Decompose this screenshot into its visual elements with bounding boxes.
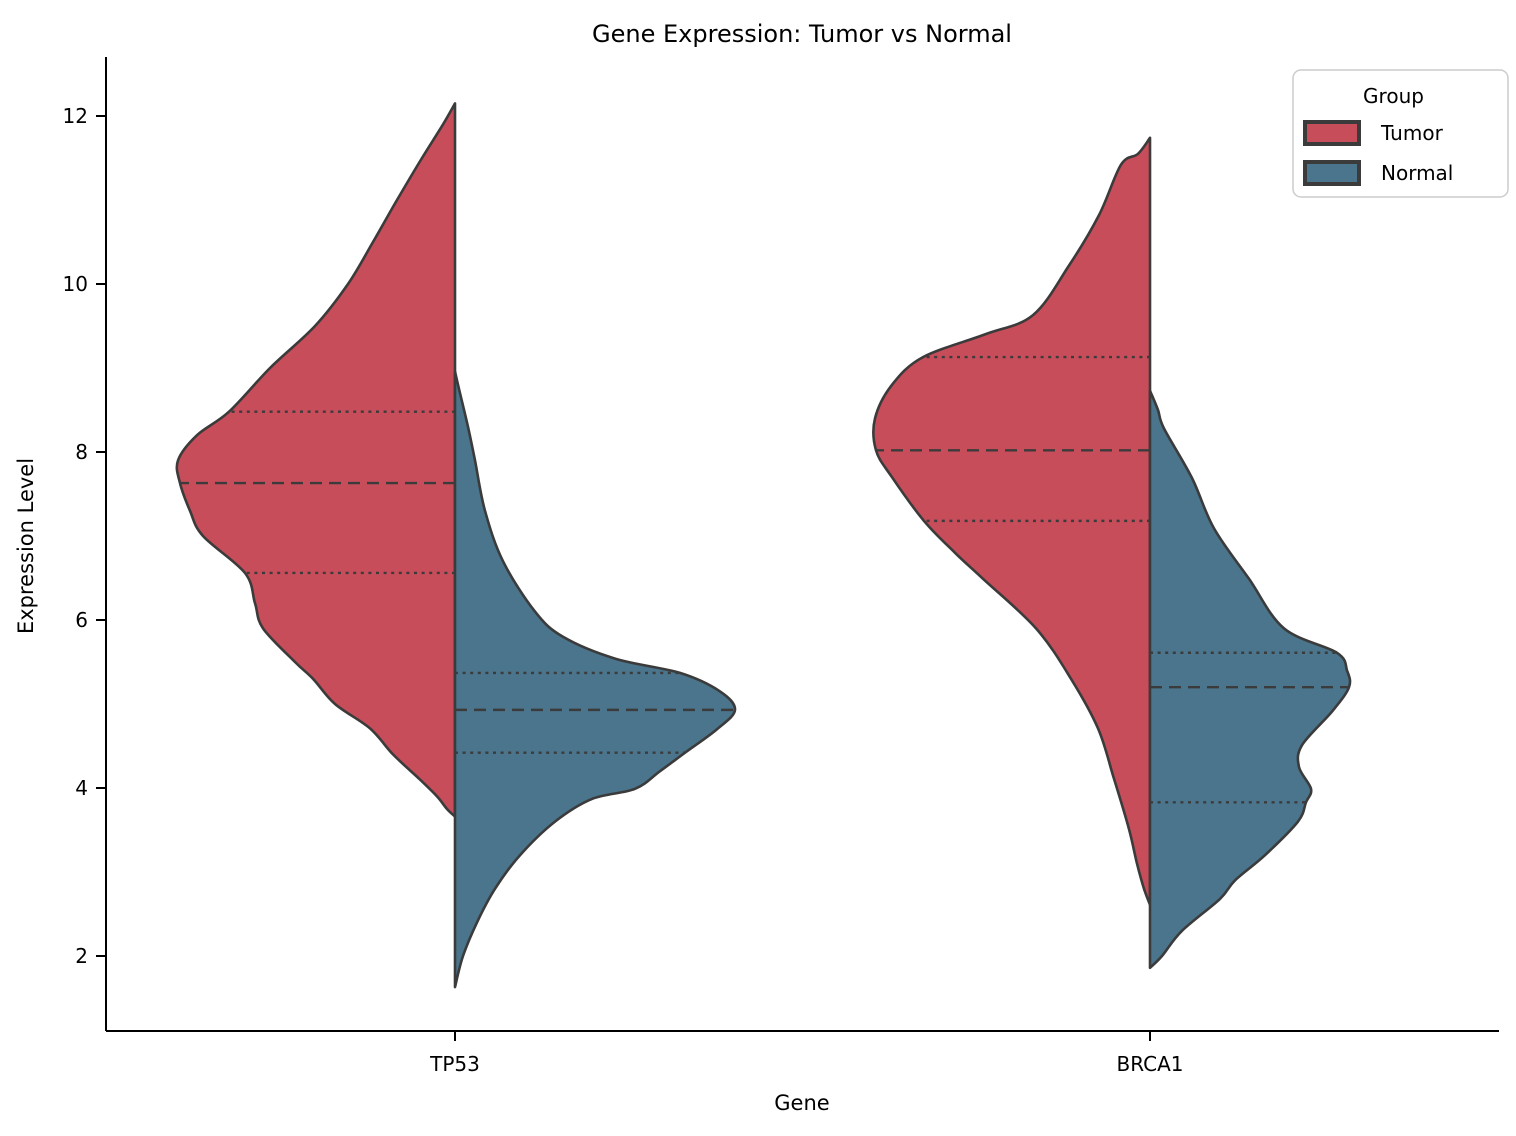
y-tick-label-4: 4 xyxy=(75,776,88,800)
axes-group: 2 4 6 8 10 12 TP53 BRCA1 xyxy=(63,57,1499,1076)
chart-title: Gene Expression: Tumor vs Normal xyxy=(592,20,1012,48)
legend: Group Tumor Normal xyxy=(1292,69,1509,198)
x-tick-label-tp53: TP53 xyxy=(429,1052,480,1076)
legend-swatch-normal xyxy=(1303,160,1361,186)
quartile-lines-group xyxy=(180,355,1349,804)
legend-label-tumor: Tumor xyxy=(1380,121,1444,145)
y-tick-label-12: 12 xyxy=(63,104,88,128)
legend-label-normal: Normal xyxy=(1381,161,1453,185)
legend-swatch-tumor xyxy=(1303,120,1361,146)
y-tick-label-8: 8 xyxy=(75,440,88,464)
violin-brca1-normal xyxy=(1148,389,1352,970)
violin-tp53-normal xyxy=(453,370,737,989)
y-tick-label-6: 6 xyxy=(75,608,88,632)
legend-title: Group xyxy=(1363,84,1424,108)
violin-tp53-tumor xyxy=(175,102,457,818)
y-tick-label-2: 2 xyxy=(75,944,88,968)
x-axis-label: Gene xyxy=(774,1091,829,1115)
y-axis-label: Expression Level xyxy=(14,458,38,634)
y-tick-label-10: 10 xyxy=(63,272,88,296)
x-tick-label-brca1: BRCA1 xyxy=(1117,1052,1184,1076)
violins-group xyxy=(175,102,1352,989)
